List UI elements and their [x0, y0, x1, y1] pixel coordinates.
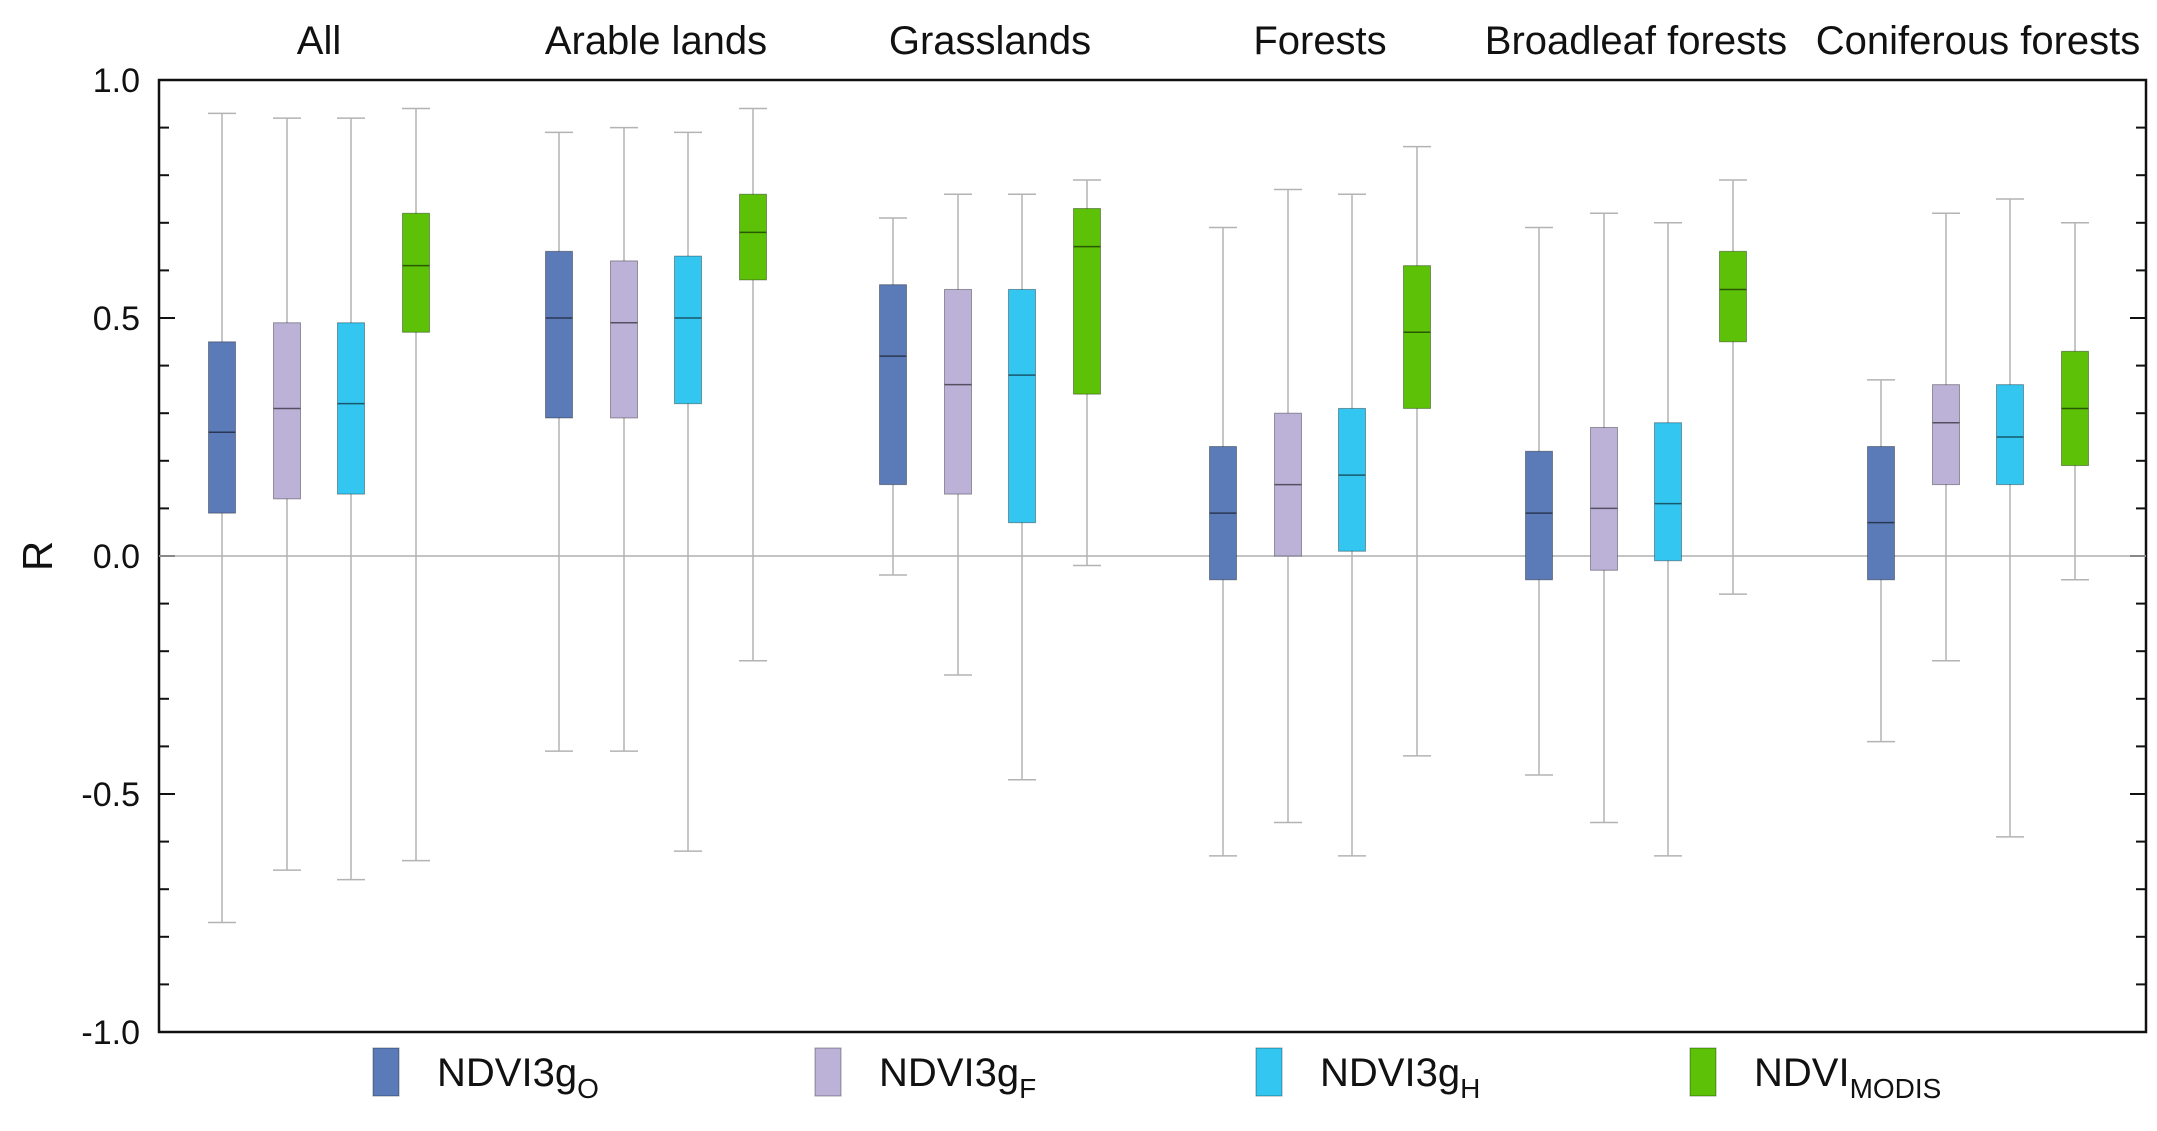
y-tick-label: 0.0 [93, 538, 140, 576]
box-NDVIMODIS-2 [1073, 179, 1101, 567]
group-label: Grasslands [889, 19, 1091, 63]
box-NDVI3gH-2 [1008, 193, 1036, 781]
legend-item-NDVI3gH: NDVI3gH [1255, 1047, 1480, 1104]
box-NDVI3gH-3 [1338, 193, 1366, 857]
legend-swatch [372, 1047, 400, 1097]
box-NDVI3gO-2 [879, 217, 907, 576]
box-NDVI3gF-0 [273, 117, 301, 871]
legend-item-NDVI3gF: NDVI3gF [814, 1047, 1036, 1104]
group-label: Broadleaf forests [1485, 19, 1787, 63]
box-NDVIMODIS-3 [1403, 145, 1431, 757]
y-tick-label: 1.0 [93, 62, 140, 100]
box-iqr [674, 255, 702, 405]
legend-label: NDVI3gO [437, 1051, 599, 1104]
legend-label: NDVI3gH [1320, 1051, 1480, 1104]
box-iqr [1654, 422, 1682, 562]
y-axis-label: R [14, 541, 61, 571]
box-iqr [337, 322, 365, 495]
box-iqr [1996, 384, 2024, 486]
box-iqr [402, 212, 430, 333]
box-iqr [1590, 426, 1618, 571]
box-iqr [273, 322, 301, 500]
box-NDVI3gH-0 [337, 117, 365, 881]
legend-item-NDVIMODIS: NDVIMODIS [1689, 1047, 1941, 1104]
box-iqr [610, 260, 638, 419]
legend-item-NDVI3gO: NDVI3gO [372, 1047, 599, 1104]
legend-swatch [1689, 1047, 1717, 1097]
legend-label: NDVIMODIS [1754, 1051, 1941, 1104]
group-label: Coniferous forests [1816, 19, 2141, 63]
box-iqr [879, 284, 907, 486]
box-NDVIMODIS-5 [2061, 222, 2089, 581]
legend-swatch [814, 1047, 842, 1097]
box-series [208, 107, 2089, 924]
box-NDVI3gF-5 [1932, 212, 1960, 662]
box-NDVI3gO-0 [208, 112, 236, 924]
box-iqr [1008, 288, 1036, 524]
group-label: Forests [1253, 19, 1386, 63]
box-NDVI3gO-3 [1209, 226, 1237, 857]
box-iqr [1525, 450, 1553, 581]
box-iqr [1073, 208, 1101, 395]
box-NDVI3gF-2 [944, 193, 972, 676]
box-NDVI3gO-1 [545, 131, 573, 752]
box-NDVIMODIS-4 [1719, 179, 1747, 595]
box-iqr [545, 250, 573, 419]
box-NDVIMODIS-1 [739, 107, 767, 662]
y-tick-labels: -1.0 -0.5 0.0 0.5 1.0 [81, 62, 140, 1052]
box-NDVI3gH-5 [1996, 198, 2024, 838]
y-tick-label: 0.5 [93, 300, 140, 338]
box-iqr [1403, 265, 1431, 409]
box-NDVI3gF-1 [610, 126, 638, 752]
box-NDVI3gO-4 [1525, 226, 1553, 776]
box-NDVI3gF-4 [1590, 212, 1618, 824]
box-NDVI3gH-4 [1654, 222, 1682, 857]
legend: NDVI3gO NDVI3gF NDVI3gH NDVIMODIS [372, 1047, 1941, 1104]
box-iqr [739, 193, 767, 281]
box-iqr [1719, 250, 1747, 343]
box-iqr [944, 288, 972, 495]
box-NDVI3gH-1 [674, 131, 702, 852]
box-iqr [1932, 384, 1960, 486]
group-label: Arable lands [545, 19, 767, 63]
legend-label: NDVI3gF [879, 1051, 1036, 1104]
legend-swatch [1255, 1047, 1283, 1097]
box-iqr [1867, 446, 1895, 581]
box-NDVIMODIS-0 [402, 107, 430, 862]
box-iqr [1338, 407, 1366, 552]
y-tick-label: -1.0 [81, 1014, 140, 1052]
box-NDVI3gO-5 [1867, 379, 1895, 743]
group-labels: All Arable lands Grasslands Forests Broadlea… [297, 19, 2141, 63]
group-label: All [297, 19, 341, 63]
box-iqr [208, 341, 236, 514]
box-NDVI3gF-3 [1274, 188, 1302, 824]
y-tick-label: -0.5 [81, 776, 140, 814]
